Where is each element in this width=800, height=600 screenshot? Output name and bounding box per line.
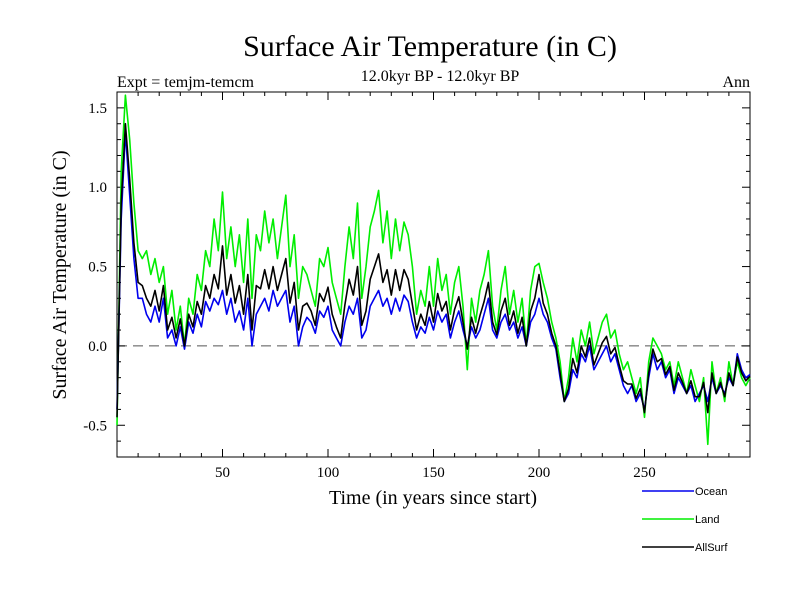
y-tick-label: 0.5 — [88, 260, 107, 276]
x-tick-label: 250 — [633, 465, 656, 481]
plot-frame — [116, 91, 751, 458]
y-tick-label: 1.0 — [88, 180, 107, 196]
y-tick-label: 1.5 — [88, 101, 107, 117]
y-tick-label: -0.5 — [83, 418, 107, 434]
chart-subtitle: 12.0kyr BP - 12.0kyr BP — [361, 68, 520, 85]
y-axis-label: Surface Air Temperature (in C) — [49, 150, 71, 399]
season-label: Ann — [722, 74, 750, 91]
series-line-land — [116, 94, 751, 446]
x-tick-label: 200 — [528, 465, 551, 481]
x-tick-label: 100 — [317, 465, 340, 481]
chart-title: Surface Air Temperature (in C) — [243, 30, 617, 63]
legend-label-ocean: Ocean — [695, 486, 727, 498]
experiment-label: Expt = temjm-temcm — [117, 74, 255, 91]
legend-label-allsurf: AllSurf — [695, 542, 728, 554]
x-tick-label: 150 — [422, 465, 445, 481]
y-tick-label: 0.0 — [88, 339, 107, 355]
series-line-ocean — [116, 130, 751, 411]
series-line-allsurf — [116, 122, 751, 418]
legend: Ocean Land AllSurf — [642, 486, 728, 554]
x-axis-label: Time (in years since start) — [329, 487, 537, 509]
legend-label-land: Land — [695, 514, 719, 526]
x-tick-label: 50 — [215, 465, 230, 481]
